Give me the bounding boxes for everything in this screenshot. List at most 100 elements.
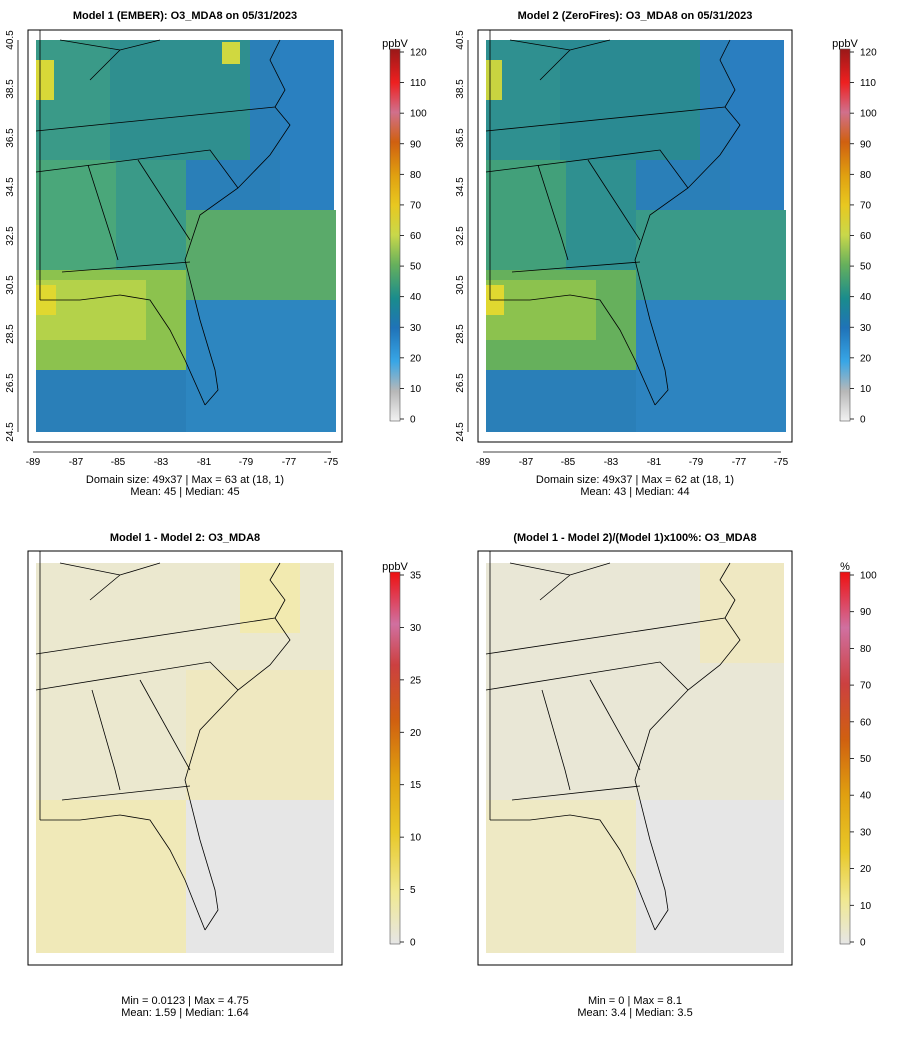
colorbar-tick-label: 0 (860, 938, 866, 949)
state-line-va-nc (35, 617, 276, 655)
panel3-colorbar: ppbV 0 5 10 15 20 25 30 35 (382, 561, 421, 949)
y-tick-label: 32.5 (455, 226, 466, 246)
state-line-north (509, 39, 611, 81)
state-line-north (59, 39, 161, 81)
x-tick-label: -83 (604, 457, 619, 468)
colorbar-tick-label: 50 (860, 754, 872, 765)
colorbar-tick-label: 0 (410, 415, 416, 426)
colorbar-tick-label: 20 (860, 353, 872, 364)
y-tick-label: 40.5 (5, 30, 16, 50)
panel1-boundaries (35, 30, 291, 406)
state-line-nc-sc (485, 661, 689, 691)
state-line-ga-sc (137, 159, 191, 241)
panel4-title: (Model 1 - Model 2)/(Model 1)x100%: O3_M… (513, 532, 756, 544)
state-line-nc-sc (35, 149, 239, 189)
panel2-x-axis: -89 -87 -85 -83 -81 -79 -77 -75 (476, 451, 789, 468)
y-tick-label: 36.5 (455, 128, 466, 148)
panel2-boundaries (485, 30, 741, 406)
x-tick-label: -81 (647, 457, 662, 468)
coastline-gulf (40, 294, 206, 406)
colorbar-tick-label: 100 (410, 109, 427, 120)
panel4-stats-line1: Min = 0 | Max = 8.1 (588, 995, 682, 1007)
x-tick-label: -77 (282, 457, 297, 468)
panel2-stats-line1: Domain size: 49x37 | Max = 62 at (18, 1) (536, 474, 734, 486)
colorbar-bar (839, 571, 851, 945)
panel-percent: (Model 1 - Model 2)/(Model 1)x100%: O3_M… (477, 532, 877, 1019)
colorbar-tick-label: 80 (860, 170, 872, 181)
colorbar-tick-label: 100 (860, 571, 877, 582)
atlantic-diff (186, 800, 334, 953)
state-line-ga-sc (139, 679, 191, 771)
colorbar-tick-label: 10 (860, 384, 872, 395)
colorbar-tick-label: 35 (410, 571, 422, 582)
coast-va (719, 39, 736, 108)
state-line-fl (511, 785, 641, 801)
atlantic-north (730, 40, 784, 210)
gulf-plume-core (486, 280, 596, 340)
coast-va (269, 562, 286, 619)
colorbar-tick-label: 110 (860, 78, 876, 89)
colorbar-tick-label: 40 (410, 292, 422, 303)
offshore-south (186, 300, 336, 432)
colorbar-tick-label: 20 (410, 353, 422, 364)
colorbar-units: ppbV (832, 38, 858, 50)
colorbar-tick-label: 30 (860, 323, 872, 334)
offshore-south (636, 300, 786, 432)
hotspot-nw (36, 60, 54, 100)
colorbar-tick-label: 70 (860, 681, 872, 692)
land-field-west (486, 160, 566, 270)
coastline-gulf (490, 294, 656, 406)
y-tick-label: 40.5 (455, 30, 466, 50)
state-line-fl (61, 261, 191, 273)
y-tick-label: 24.5 (455, 422, 466, 442)
panel1-x-axis: -89 -87 -85 -83 -81 -79 -77 -75 (26, 451, 339, 468)
colorbar-tick-label: 120 (860, 48, 877, 59)
panel3-stats-line1: Min = 0.0123 | Max = 4.75 (121, 995, 249, 1007)
state-line-va-nc (35, 106, 276, 132)
colorbar-tick-label: 60 (860, 717, 872, 728)
state-line-al-ga (537, 164, 569, 261)
offshore-diff (186, 670, 334, 800)
panel3-title: Model 1 - Model 2: O3_MDA8 (110, 532, 260, 544)
x-tick-label: -83 (154, 457, 169, 468)
colorbar-tick-label: 30 (410, 623, 422, 634)
state-line-fl (511, 261, 641, 273)
coastline-gulf (40, 814, 206, 931)
y-tick-label: 28.5 (5, 324, 16, 344)
panel2-y-axis: 24.5 26.5 28.5 30.5 32.5 34.5 36.5 38.5 … (455, 30, 469, 442)
panel1-colorbar: ppbV 0 10 20 30 40 50 60 70 80 90 100 110 120 (382, 38, 427, 426)
state-line-al-ga (91, 689, 121, 791)
colorbar-ticks: 0 10 20 30 40 50 60 70 80 90 100 110 120 (400, 48, 427, 426)
colorbar-ticks: 0 10 20 30 40 50 60 70 80 90 100 110 120 (850, 48, 877, 426)
panel2-heatmap (486, 40, 786, 432)
colorbar-tick-label: 30 (410, 323, 422, 334)
colorbar-tick-label: 110 (410, 78, 426, 89)
y-tick-label: 30.5 (455, 275, 466, 295)
state-line-nc-sc (35, 661, 239, 691)
offshore-plume (636, 210, 786, 300)
hotspot-ne (240, 563, 300, 633)
colorbar-units: % (840, 561, 850, 573)
coastline-east (184, 106, 291, 406)
panel2-title: Model 2 (ZeroFires): O3_MDA8 on 05/31/20… (518, 10, 753, 22)
colorbar-bar (389, 48, 401, 422)
colorbar-tick-label: 10 (410, 384, 422, 395)
state-line-ga-sc (589, 679, 641, 771)
x-tick-label: -89 (26, 457, 41, 468)
x-tick-label: -79 (689, 457, 704, 468)
colorbar-tick-label: 70 (860, 200, 872, 211)
y-tick-label: 28.5 (455, 324, 466, 344)
gulf-diff (36, 800, 186, 953)
colorbar-tick-label: 50 (860, 262, 872, 273)
coastline-east (634, 106, 741, 406)
panel3-boundaries (35, 551, 291, 931)
y-tick-label: 26.5 (5, 373, 16, 393)
colorbar-tick-label: 10 (860, 901, 872, 912)
colorbar-tick-label: 10 (410, 833, 422, 844)
x-tick-label: -85 (111, 457, 126, 468)
panel4-colorbar: % 0 10 20 30 40 50 60 70 80 90 100 (839, 561, 877, 949)
offshore-plume (186, 210, 336, 300)
state-line-fl (61, 785, 191, 801)
state-line-va-nc (485, 617, 726, 655)
colorbar-tick-label: 30 (860, 827, 872, 838)
